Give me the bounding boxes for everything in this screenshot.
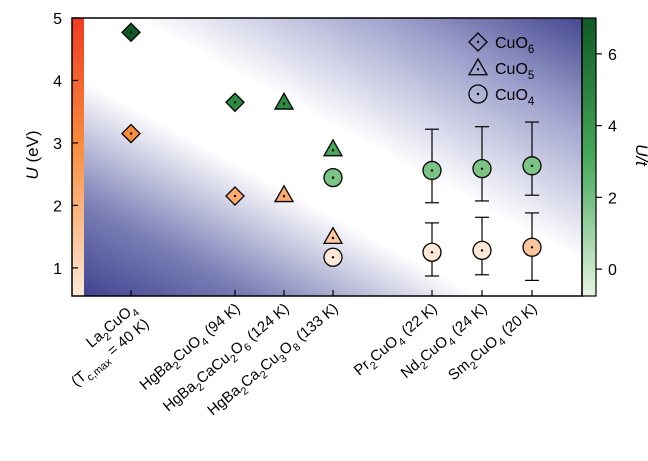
left-tick-label-3: 4 bbox=[53, 73, 62, 90]
svg-text:Sm2CuO4 (20 K): Sm2CuO4 (20 K) bbox=[445, 300, 543, 387]
x-category-label-4: Pr2CuO4 (22 K) bbox=[351, 300, 443, 382]
u-over-t-point-5-center-dot bbox=[430, 169, 434, 172]
legend: CuO6 CuO5 CuO4 bbox=[467, 32, 535, 108]
u-over-t-point-0-center-dot bbox=[129, 31, 133, 34]
chart-axes: 1 2 3 4 5 0 2 4 6 U (eV) U/t bbox=[23, 11, 648, 296]
u-over-t-point-6-center-dot bbox=[480, 167, 484, 170]
legend-item-circle: CuO4 bbox=[468, 84, 535, 108]
u-point-2-center-dot bbox=[282, 194, 286, 198]
legend-item-diamond: CuO6 bbox=[468, 32, 534, 56]
legend-circle-marker bbox=[468, 84, 488, 104]
u-point-2 bbox=[273, 184, 295, 203]
left-tick-label-1: 2 bbox=[53, 198, 62, 215]
legend-diamond-label: CuO6 bbox=[495, 35, 534, 56]
plot-background bbox=[72, 18, 582, 296]
u-point-5-center-dot bbox=[430, 251, 434, 254]
legend-diamond-marker bbox=[468, 32, 488, 52]
u-point-1-center-dot bbox=[233, 194, 237, 198]
x-tick-labels: La2CuO4(Tc,max = 40 K)HgBa2CuO4 (94 K)Hg… bbox=[68, 300, 543, 419]
legend-item-triangle: CuO5 bbox=[467, 57, 534, 82]
chart-marks bbox=[121, 22, 542, 281]
left-tick-label-0: 1 bbox=[53, 261, 62, 278]
x-category-label-6: Sm2CuO4 (20 K) bbox=[445, 300, 543, 387]
u-point-6-center-dot bbox=[480, 249, 484, 252]
right-tick-label-3: 6 bbox=[608, 47, 617, 64]
legend-triangle-marker-center-dot bbox=[476, 68, 480, 71]
right-tick-label-1: 2 bbox=[608, 190, 617, 207]
right-scale-frame bbox=[581, 17, 597, 297]
u-over-t-point-1-center-dot bbox=[233, 101, 237, 104]
legend-circle-label: CuO4 bbox=[495, 87, 535, 108]
right-tick-label-2: 4 bbox=[608, 119, 617, 136]
u-over-t-point-2-center-dot bbox=[282, 102, 286, 105]
u-point-3-center-dot bbox=[331, 236, 335, 240]
left-color-scale bbox=[72, 18, 84, 296]
u-over-t-point-7-center-dot bbox=[530, 164, 534, 167]
legend-diamond-marker-center-dot bbox=[476, 40, 480, 44]
u-point-0-center-dot bbox=[129, 132, 133, 135]
legend-triangle-label: CuO5 bbox=[495, 61, 534, 82]
y-axis-label-left: U (eV) bbox=[23, 130, 42, 179]
u-point-3 bbox=[322, 226, 344, 245]
legend-circle-marker-center-dot bbox=[476, 92, 480, 96]
svg-text:Pr2CuO4 (22 K): Pr2CuO4 (22 K) bbox=[351, 300, 443, 382]
u-point-7-center-dot bbox=[530, 246, 534, 249]
u-over-t-point-3 bbox=[322, 138, 344, 157]
u-point-4-center-dot bbox=[331, 256, 335, 259]
right-tick-label-0: 0 bbox=[608, 262, 617, 279]
y-axis-label-right: U/t bbox=[632, 144, 648, 167]
legend-triangle-marker bbox=[467, 57, 489, 76]
u-over-t-point-2 bbox=[273, 91, 295, 110]
u-over-t-point-4-center-dot bbox=[331, 176, 335, 179]
left-tick-label-4: 5 bbox=[53, 11, 62, 28]
u-over-t-point-3-center-dot bbox=[331, 149, 335, 152]
left-tick-label-2: 3 bbox=[53, 136, 62, 153]
right-color-scale bbox=[582, 18, 596, 296]
